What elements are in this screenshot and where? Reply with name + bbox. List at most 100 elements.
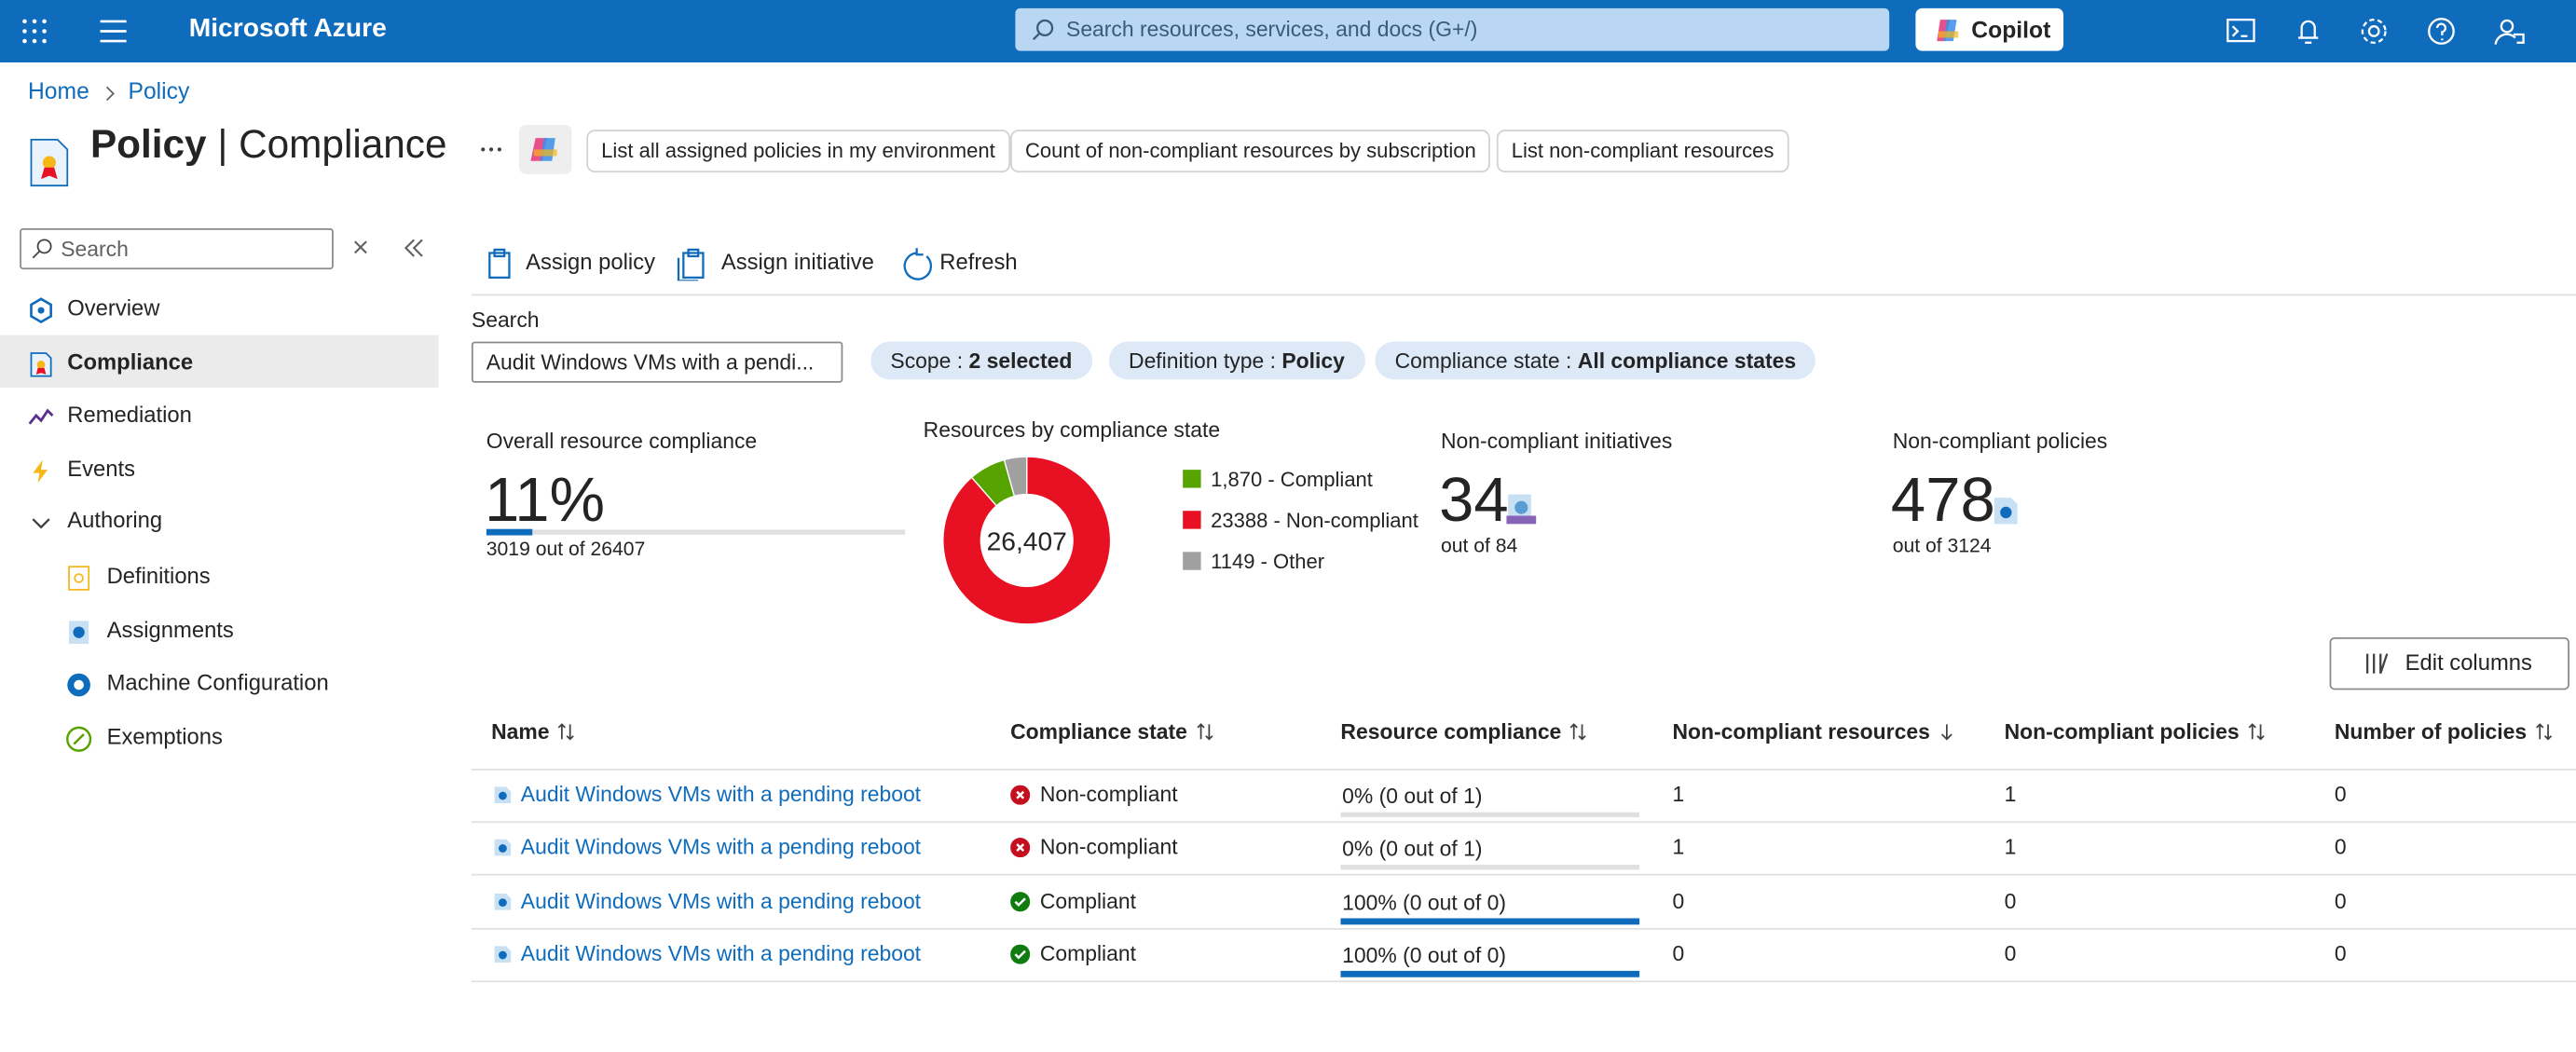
column-header[interactable]: Resource compliance: [1340, 719, 1562, 745]
breadcrumb-home[interactable]: Home: [27, 76, 89, 104]
state-icon: [1010, 944, 1031, 964]
resource-compliance: 0% (0 out of 1): [1342, 783, 1483, 809]
nav-icon: [30, 297, 52, 324]
page-title: Policy | Compliance: [90, 123, 447, 169]
resource-compliance: 0% (0 out of 1): [1342, 836, 1483, 861]
initiatives-value: 34: [1439, 466, 1509, 536]
breadcrumb-policy[interactable]: Policy: [128, 76, 190, 104]
donut-segment: [1003, 456, 1028, 498]
filter-pill[interactable]: Compliance state : All compliance states: [1375, 341, 1816, 380]
state-icon: [1010, 892, 1031, 912]
compliance-state: Non-compliant: [1039, 782, 1178, 807]
policy-row-icon: [494, 893, 512, 910]
nav-subitem[interactable]: Machine Configuration: [106, 670, 329, 695]
policy-row-icon: [494, 946, 512, 963]
legend-swatch: [1183, 552, 1201, 570]
assign-initiative[interactable]: Assign initiative: [720, 249, 874, 275]
bar-track: [1340, 865, 1640, 870]
toolbar-divider: [471, 294, 2576, 296]
row-divider: [471, 873, 2576, 876]
filter-search[interactable]: Audit Windows VMs with a pendi...: [471, 341, 843, 383]
number-of-policies: 0: [2334, 888, 2347, 914]
apps-icon[interactable]: [21, 18, 48, 44]
legend-swatch: [1183, 511, 1201, 529]
brand[interactable]: Microsoft Azure: [188, 14, 387, 43]
nav-item[interactable]: Overview: [67, 295, 160, 321]
nav-subitem[interactable]: Definitions: [106, 563, 211, 589]
sidebar-controls[interactable]: [351, 239, 425, 258]
compliance-state: Non-compliant: [1039, 834, 1178, 859]
sidebar-search-placeholder: Search: [61, 236, 129, 262]
compliance-bar: [1340, 865, 1640, 870]
initiatives-detail: out of 84: [1440, 533, 1518, 557]
bar-fill: [1340, 918, 1640, 925]
nav-subitem[interactable]: Assignments: [106, 617, 234, 643]
legend-label: 1,870 - Compliant: [1211, 468, 1373, 491]
compliance-bar: [1340, 812, 1640, 817]
policy-link[interactable]: Audit Windows VMs with a pending reboot: [520, 941, 922, 966]
nav-item[interactable]: Compliance: [67, 349, 194, 375]
pill-key: Definition type :: [1129, 348, 1276, 374]
initiative-icon: [1506, 494, 1537, 525]
sort-icon: [2248, 723, 2265, 741]
overall-bar: [486, 528, 906, 536]
bar-track: [486, 529, 906, 535]
sort-icon: [558, 723, 575, 741]
topbar-icons[interactable]: [2227, 17, 2539, 47]
policy-link[interactable]: Audit Windows VMs with a pending reboot: [520, 888, 922, 914]
nav-icon: [66, 726, 92, 752]
title-separator: |: [217, 123, 228, 168]
more-icon[interactable]: [480, 146, 503, 153]
legend-label: 23388 - Non-compliant: [1211, 509, 1418, 532]
nav-icon: [30, 352, 52, 377]
assign-policy[interactable]: Assign policy: [526, 249, 655, 275]
filter-pill[interactable]: Definition type : Policy: [1108, 341, 1365, 380]
copilot-chip-icon[interactable]: [519, 124, 572, 174]
sort-icon: [1570, 723, 1587, 741]
nav-icon: [33, 459, 48, 484]
global-search[interactable]: Search resources, services, and docs (G+…: [1015, 7, 1890, 51]
copilot-button[interactable]: Copilot: [1915, 7, 2064, 51]
row-divider: [471, 821, 2576, 824]
suggestion-chip[interactable]: Count of non-compliant resources by subs…: [1010, 130, 1491, 173]
nav-selected-bg: [0, 335, 439, 389]
noncompliant-resources: 0: [1672, 888, 1685, 914]
table-divider: [471, 768, 2576, 771]
nav-item[interactable]: Remediation: [67, 402, 192, 428]
state-icon: [1010, 838, 1031, 858]
nav-subitem[interactable]: Exemptions: [106, 724, 223, 749]
column-header[interactable]: Number of policies: [2334, 719, 2528, 745]
noncompliant-policies: 0: [2004, 941, 2017, 966]
refresh[interactable]: Refresh: [939, 249, 1018, 275]
column-header[interactable]: Name: [491, 719, 550, 745]
nav-item[interactable]: Authoring: [67, 507, 163, 533]
state-icon: [1010, 785, 1031, 805]
column-header[interactable]: Non-compliant policies: [2004, 719, 2240, 745]
filter-search-value: Audit Windows VMs with a pendi...: [486, 349, 815, 375]
search-placeholder: Search resources, services, and docs (G+…: [1066, 16, 1478, 42]
suggestion-chip[interactable]: List all assigned policies in my environ…: [586, 130, 1010, 173]
title-sub: Compliance: [239, 123, 447, 168]
sidebar-search[interactable]: Search: [20, 228, 334, 270]
search-icon: [32, 239, 52, 259]
compliance-bar: [1340, 918, 1640, 925]
policies-value: 478: [1890, 466, 1995, 536]
row-divider: [471, 927, 2576, 930]
filter-pill[interactable]: Scope : 2 selected: [870, 341, 1092, 380]
number-of-policies: 0: [2334, 834, 2347, 859]
bar-track: [1340, 812, 1640, 817]
nav-item[interactable]: Events: [67, 457, 136, 482]
pill-value: 2 selected: [968, 348, 1073, 374]
policy-link[interactable]: Audit Windows VMs with a pending reboot: [520, 834, 922, 859]
sort-icon: [2536, 723, 2553, 741]
column-header[interactable]: Compliance state: [1010, 719, 1187, 745]
policy-link[interactable]: Audit Windows VMs with a pending reboot: [520, 782, 922, 807]
pill-key: Compliance state :: [1394, 348, 1572, 374]
menu-icon[interactable]: [100, 20, 127, 43]
noncompliant-policies: 1: [2004, 834, 2017, 859]
compliance-bar: [1340, 970, 1640, 977]
column-header[interactable]: Non-compliant resources: [1672, 719, 1930, 745]
edit-columns-button[interactable]: Edit columns: [2329, 636, 2569, 690]
suggestion-chip[interactable]: List non-compliant resources: [1496, 130, 1789, 173]
copilot-logo: [530, 138, 557, 161]
